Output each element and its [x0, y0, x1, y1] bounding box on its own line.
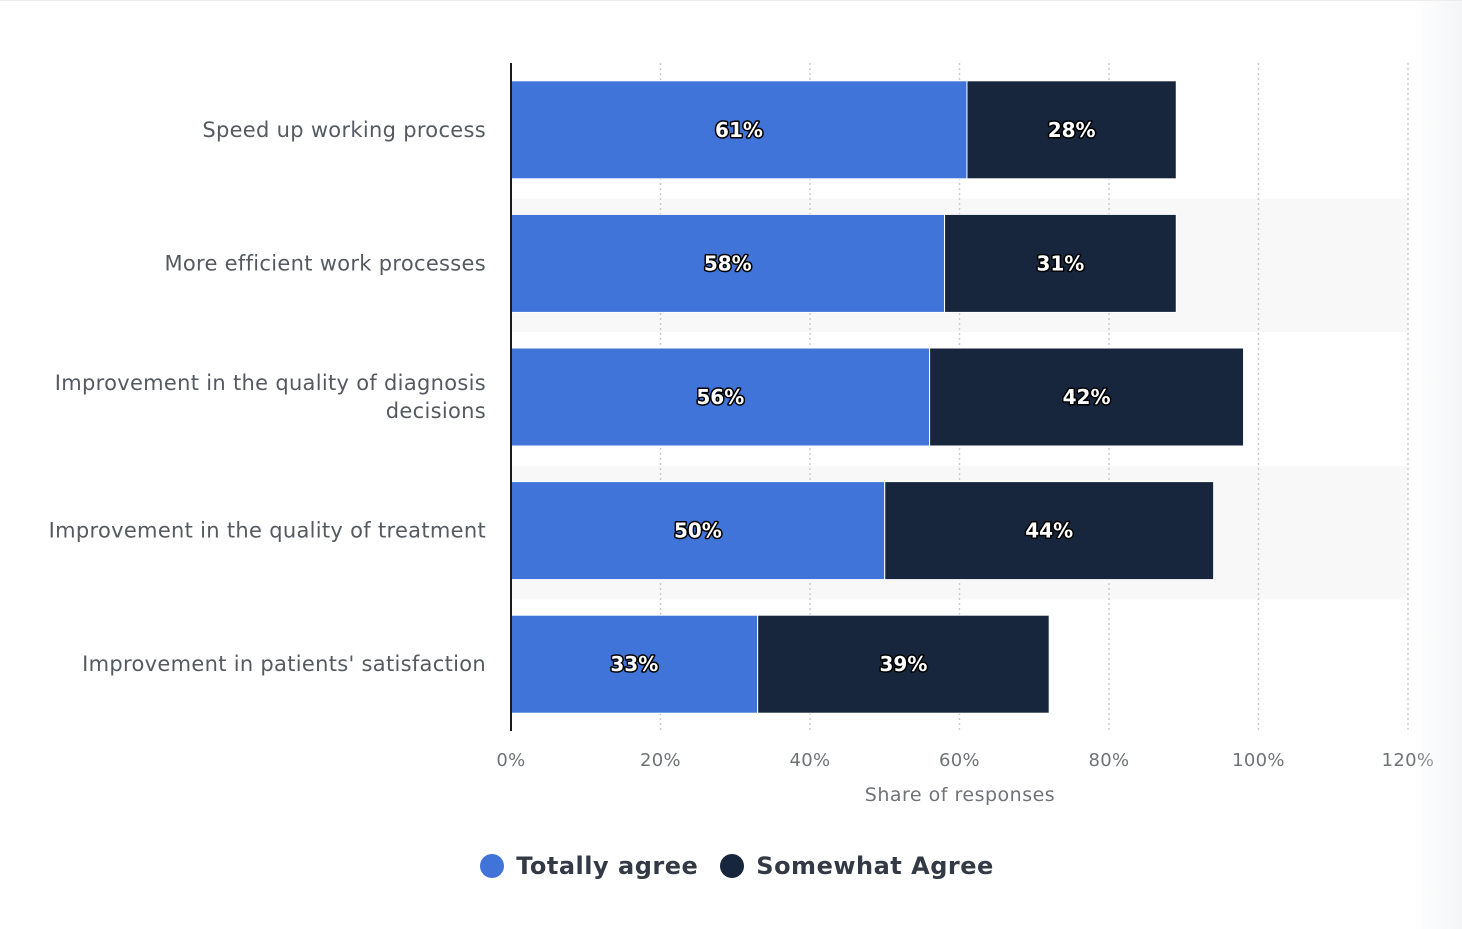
- category-label-line: Speed up working process: [202, 118, 486, 142]
- bar-totally-agree-0[interactable]: [510, 80, 968, 180]
- category-label-3: Improvement in the quality of treatment: [49, 519, 486, 543]
- category-label-2: Improvement in the quality of diagnosis d…: [55, 371, 486, 423]
- bar-totally-agree-4[interactable]: [510, 614, 759, 714]
- data-label-totally-agree-1: 58%: [704, 251, 752, 275]
- data-label-somewhat-agree-0: 28%: [1048, 118, 1096, 142]
- x-tick-label: 20%: [640, 750, 681, 771]
- category-label-line: Improvement in the quality of diagnosis: [55, 371, 486, 395]
- category-label-line: More efficient work processes: [164, 251, 486, 275]
- data-label-somewhat-agree-1: 31%: [1036, 251, 1084, 275]
- bars-layer: [510, 80, 1245, 714]
- legend-item-somewhat-agree[interactable]: Somewhat Agree: [720, 852, 993, 880]
- data-label-totally-agree-0: 61%: [715, 118, 763, 142]
- bar-somewhat-agree-1[interactable]: [944, 213, 1177, 313]
- bar-somewhat-agree-2[interactable]: [929, 347, 1245, 447]
- x-axis-title: Share of responses: [865, 784, 1055, 806]
- right-edge-shade: [1414, 1, 1462, 929]
- category-label-0: Speed up working process: [202, 118, 486, 142]
- legend: Totally agree Somewhat Agree: [0, 852, 1462, 880]
- data-label-totally-agree-3: 50%: [674, 519, 722, 543]
- data-label-totally-agree-2: 56%: [696, 385, 744, 409]
- x-tick-label: 100%: [1232, 750, 1285, 771]
- bar-somewhat-agree-0[interactable]: [966, 80, 1177, 180]
- labels-layer: 61% 28% Speed up working process 58% 31% More…: [49, 116, 1112, 677]
- data-label-somewhat-agree-2: 42%: [1063, 385, 1111, 409]
- bar-totally-agree-1[interactable]: [510, 213, 946, 313]
- bar-somewhat-agree-4[interactable]: [757, 614, 1050, 714]
- data-label-somewhat-agree-4: 39%: [880, 652, 928, 676]
- bar-somewhat-agree-3[interactable]: [884, 481, 1215, 581]
- legend-label-somewhat-agree: Somewhat Agree: [756, 852, 994, 880]
- data-label-totally-agree-4: 33%: [610, 652, 658, 676]
- category-label-line: Improvement in the quality of treatment: [49, 519, 486, 543]
- legend-swatch-totally-agree: [480, 854, 505, 878]
- stacked-bar-chart: 0% 20% 40% 60% 80% 100% 120% 61% 28%Speed up wo…: [49, 63, 1434, 806]
- x-tick-label: 60%: [939, 750, 980, 771]
- data-label-somewhat-agree-3: 44%: [1025, 519, 1073, 543]
- category-label-line: Improvement in patients' satisfaction: [82, 652, 486, 676]
- x-tick-label: 40%: [790, 750, 831, 771]
- category-label-1: More efficient work processes: [164, 251, 486, 275]
- legend-item-totally-agree[interactable]: Totally agree: [480, 852, 698, 880]
- category-label-4: Improvement in patients' satisfaction: [82, 652, 486, 676]
- legend-swatch-somewhat-agree: [720, 854, 745, 878]
- x-tick-label: 80%: [1089, 750, 1130, 771]
- category-label-line: decisions: [386, 399, 486, 423]
- bar-totally-agree-3[interactable]: [510, 481, 886, 581]
- legend-label-totally-agree: Totally agree: [516, 852, 699, 880]
- x-tick-label: 0%: [496, 750, 525, 771]
